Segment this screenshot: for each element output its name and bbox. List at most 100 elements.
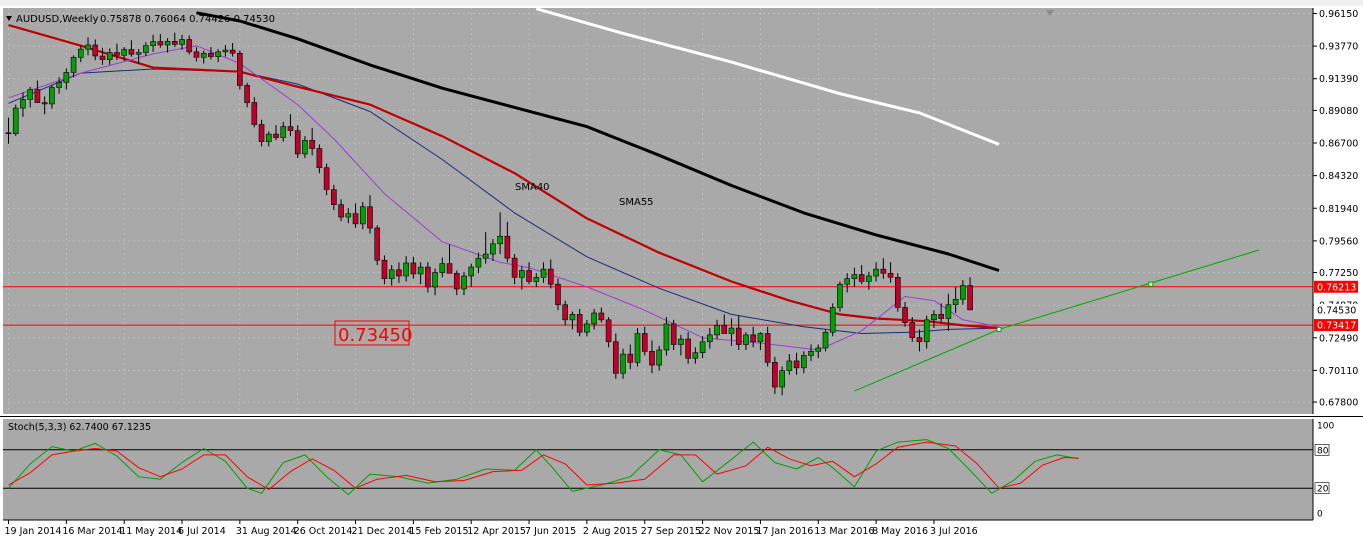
stochastic-line[interactable]: [8, 441, 1079, 490]
candle[interactable]: [302, 136, 308, 159]
candle[interactable]: [858, 265, 865, 285]
candle[interactable]: [555, 278, 561, 311]
candle[interactable]: [157, 34, 164, 48]
candle[interactable]: [200, 50, 207, 64]
candle[interactable]: [265, 131, 272, 147]
candle[interactable]: [70, 55, 77, 78]
candle[interactable]: [605, 317, 612, 348]
candle[interactable]: [764, 326, 771, 367]
candle[interactable]: [150, 34, 156, 52]
candle[interactable]: [417, 262, 424, 285]
candle[interactable]: [49, 84, 55, 109]
candle[interactable]: [519, 266, 525, 290]
candle[interactable]: [258, 119, 265, 147]
candle[interactable]: [909, 317, 916, 342]
candle[interactable]: [280, 121, 287, 142]
candle[interactable]: [352, 203, 359, 228]
candle[interactable]: [714, 319, 720, 340]
candle[interactable]: [569, 311, 576, 330]
candle[interactable]: [497, 212, 503, 255]
candle[interactable]: [837, 281, 843, 312]
stochastic-line[interactable]: [8, 439, 1079, 496]
candle[interactable]: [186, 35, 193, 55]
candle[interactable]: [699, 336, 706, 359]
candle[interactable]: [27, 86, 33, 108]
candle[interactable]: [685, 332, 691, 364]
candle[interactable]: [735, 315, 742, 350]
candle[interactable]: [707, 328, 713, 349]
candle[interactable]: [171, 32, 178, 48]
candle[interactable]: [20, 92, 26, 117]
candle[interactable]: [164, 38, 171, 53]
candle[interactable]: [294, 125, 301, 159]
trendline-anchor[interactable]: [996, 326, 1002, 332]
candle[interactable]: [114, 43, 120, 61]
candle[interactable]: [316, 144, 323, 174]
candle[interactable]: [237, 50, 243, 90]
candle[interactable]: [410, 256, 417, 279]
candle[interactable]: [800, 351, 807, 374]
candle[interactable]: [179, 34, 185, 50]
candle[interactable]: [381, 255, 388, 285]
candle[interactable]: [215, 49, 221, 63]
candle[interactable]: [627, 344, 634, 370]
candle[interactable]: [822, 329, 829, 352]
candle[interactable]: [866, 271, 872, 290]
candle[interactable]: [815, 344, 822, 359]
candle[interactable]: [851, 267, 858, 287]
candle[interactable]: [591, 308, 597, 330]
candle[interactable]: [482, 232, 489, 264]
candle[interactable]: [829, 303, 836, 337]
candle[interactable]: [475, 252, 482, 274]
candle[interactable]: [844, 273, 850, 293]
candle[interactable]: [576, 308, 583, 337]
candle[interactable]: [338, 199, 344, 222]
trendline-anchor[interactable]: [1148, 281, 1154, 287]
candle[interactable]: [692, 347, 699, 364]
candle[interactable]: [613, 333, 619, 379]
candle[interactable]: [208, 47, 214, 60]
candle[interactable]: [331, 184, 337, 211]
candle[interactable]: [750, 326, 756, 348]
candle[interactable]: [779, 366, 785, 396]
candle[interactable]: [526, 262, 532, 285]
candle[interactable]: [5, 117, 12, 144]
candle[interactable]: [345, 208, 352, 224]
candle[interactable]: [128, 40, 135, 57]
candle[interactable]: [641, 326, 648, 356]
candle[interactable]: [540, 262, 547, 283]
candle[interactable]: [721, 314, 728, 334]
candle[interactable]: [439, 257, 446, 278]
candle[interactable]: [598, 307, 605, 323]
candle[interactable]: [92, 39, 99, 61]
candle[interactable]: [56, 77, 62, 94]
candle[interactable]: [649, 340, 655, 374]
ma-line[interactable]: [535, 7, 1000, 146]
candle[interactable]: [367, 195, 373, 234]
candle[interactable]: [967, 277, 973, 311]
candle[interactable]: [894, 273, 901, 312]
candle[interactable]: [309, 127, 315, 156]
candle[interactable]: [244, 82, 250, 108]
candle[interactable]: [656, 345, 663, 371]
candle[interactable]: [504, 221, 511, 263]
candle[interactable]: [562, 300, 569, 326]
candle[interactable]: [960, 280, 966, 305]
candle[interactable]: [620, 348, 626, 379]
candle[interactable]: [902, 302, 908, 327]
candle[interactable]: [34, 80, 41, 103]
candle[interactable]: [12, 104, 19, 136]
candle[interactable]: [634, 328, 641, 367]
candle[interactable]: [757, 332, 764, 350]
candle[interactable]: [923, 315, 930, 349]
candle[interactable]: [446, 244, 453, 274]
symbol-dropdown-icon[interactable]: [6, 16, 12, 21]
shift-marker-icon[interactable]: [1046, 10, 1054, 16]
candle[interactable]: [78, 45, 84, 63]
candle[interactable]: [121, 47, 127, 61]
candle[interactable]: [670, 319, 677, 350]
candle[interactable]: [222, 45, 229, 57]
candle[interactable]: [287, 114, 294, 137]
candle[interactable]: [931, 310, 937, 329]
candle[interactable]: [547, 259, 554, 289]
